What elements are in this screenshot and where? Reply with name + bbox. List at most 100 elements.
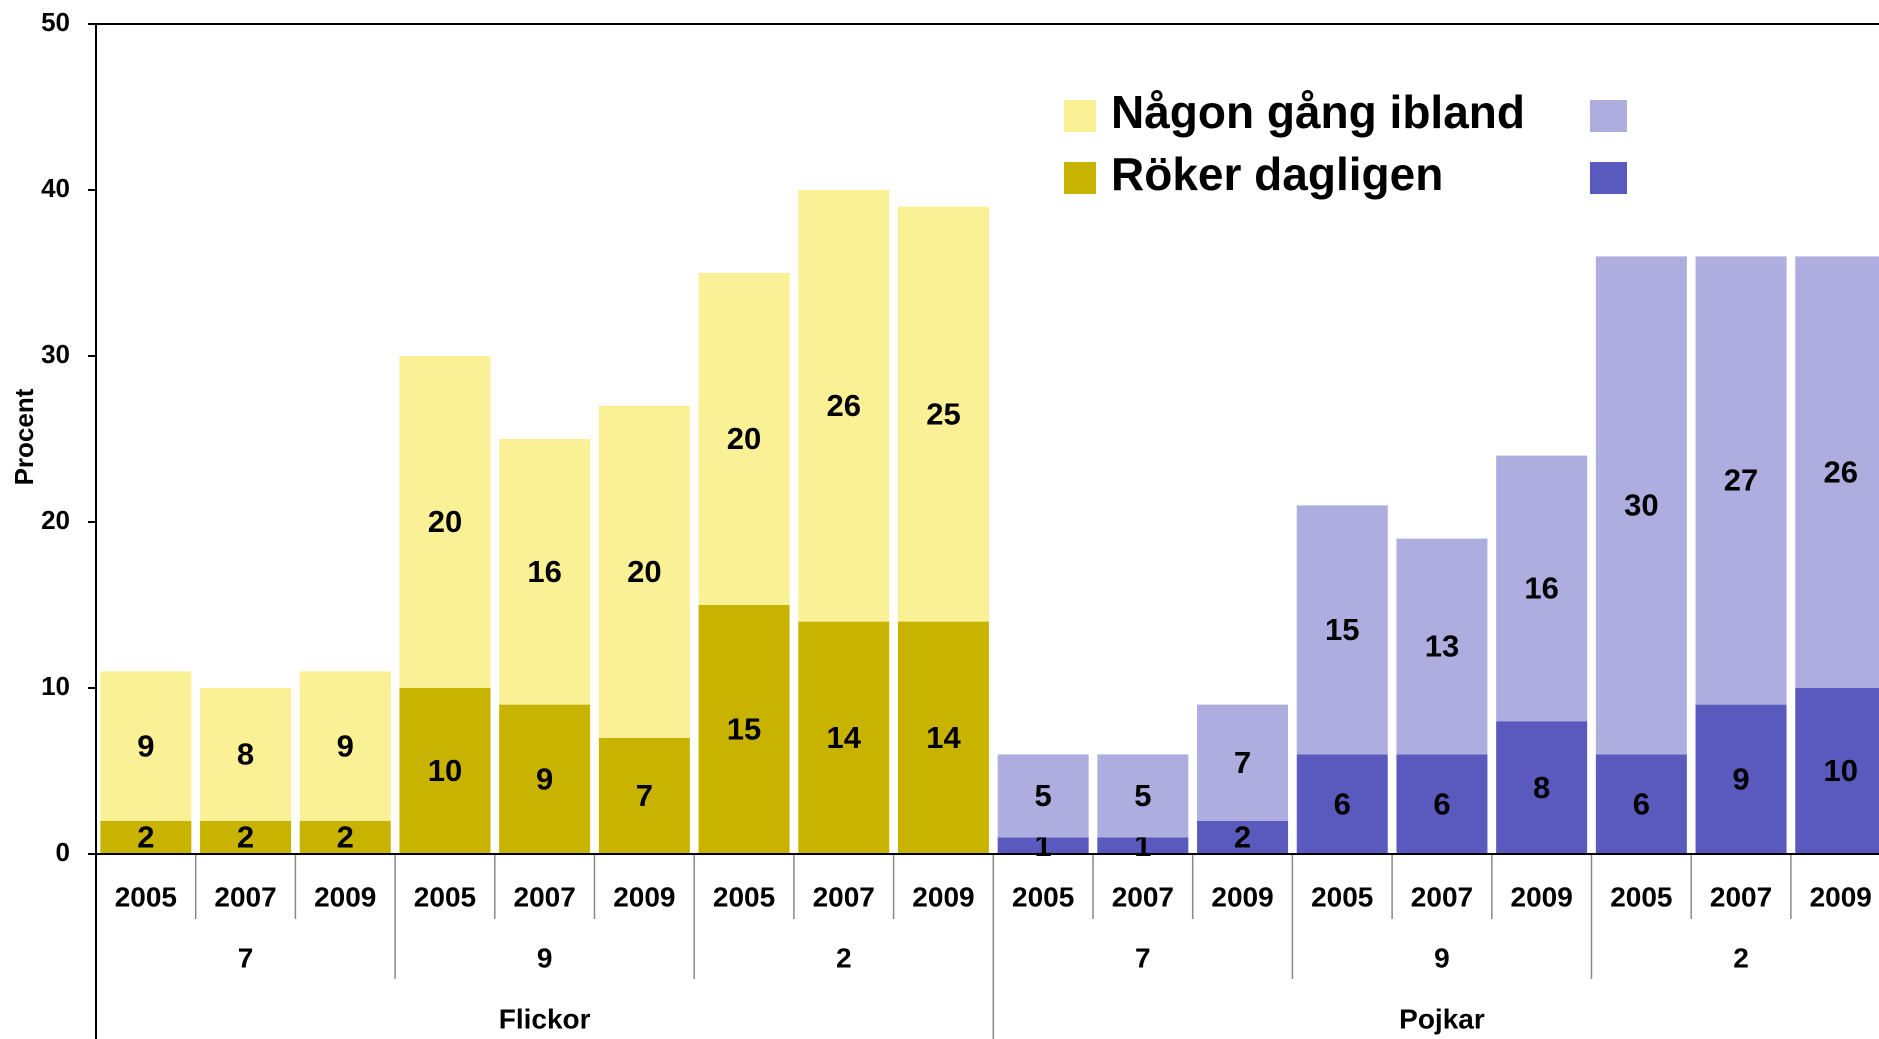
bar-segment xyxy=(1695,704,1787,854)
x-tick-label: 2007 xyxy=(813,881,875,912)
legend-swatch xyxy=(1590,162,1627,194)
bar-segment xyxy=(1396,538,1488,755)
x-tick-label: 2009 xyxy=(1511,881,1573,912)
x-tick-label: 2007 xyxy=(514,881,576,912)
y-tick-label: 50 xyxy=(41,7,70,37)
y-tick-label: 30 xyxy=(41,339,70,369)
subgroup-label: 9 xyxy=(537,942,553,973)
bar-segment xyxy=(1595,256,1687,755)
bar-segment xyxy=(897,206,989,622)
data-label: 7 xyxy=(636,778,653,813)
data-label: 15 xyxy=(727,712,761,747)
legend-label: Någon gång ibland xyxy=(1111,86,1525,138)
data-label: 2 xyxy=(237,820,254,855)
data-label: 15 xyxy=(1325,612,1359,647)
y-tick-label: 20 xyxy=(41,505,70,535)
data-label: 25 xyxy=(926,396,960,431)
bar-segment xyxy=(1595,754,1687,854)
data-label: 14 xyxy=(926,720,961,755)
data-label: 8 xyxy=(237,737,254,772)
subgroup-label: 7 xyxy=(1135,942,1151,973)
legend-swatch xyxy=(1590,100,1627,132)
data-label: 5 xyxy=(1035,778,1052,813)
data-label: 20 xyxy=(428,504,462,539)
x-tick-label: 2007 xyxy=(1710,881,1772,912)
data-label: 9 xyxy=(337,728,354,763)
bar-segment xyxy=(1197,820,1289,854)
x-tick-label: 2009 xyxy=(912,881,974,912)
data-label: 6 xyxy=(1433,786,1450,821)
x-tick-label: 2009 xyxy=(613,881,675,912)
subgroup-label: 2 xyxy=(1733,942,1749,973)
bar-segment xyxy=(299,671,391,821)
data-label: 6 xyxy=(1633,786,1650,821)
data-label: 20 xyxy=(627,554,661,589)
data-label: 5 xyxy=(1134,778,1151,813)
bar-segment xyxy=(200,820,292,854)
subgroup-label: 2 xyxy=(836,942,852,973)
bar-segment xyxy=(897,621,989,854)
data-label: 8 xyxy=(1533,770,1550,805)
bar-segment xyxy=(399,688,491,854)
data-label: 2 xyxy=(1234,820,1251,855)
bar-segment xyxy=(1396,754,1488,854)
bar-segment xyxy=(1097,754,1189,838)
x-tick-label: 2005 xyxy=(115,881,177,912)
data-label: 26 xyxy=(827,388,861,423)
x-tick-label: 2007 xyxy=(1112,881,1174,912)
x-tick-label: 2005 xyxy=(1610,881,1672,912)
x-tick-label: 2005 xyxy=(1012,881,1074,912)
bar-segment xyxy=(698,605,790,854)
data-label: 9 xyxy=(536,761,553,796)
y-tick-label: 0 xyxy=(56,837,70,867)
data-label: 26 xyxy=(1824,454,1858,489)
bar-segment xyxy=(1795,688,1879,854)
subgroup-label: 9 xyxy=(1434,942,1450,973)
x-tick-label: 2009 xyxy=(1810,881,1872,912)
y-tick-label: 10 xyxy=(41,671,70,701)
data-label: 20 xyxy=(727,421,761,456)
bar-segment xyxy=(997,754,1089,838)
bar-segment xyxy=(598,737,690,854)
bar-segment xyxy=(499,704,591,854)
data-label: 6 xyxy=(1334,786,1351,821)
x-tick-label: 2007 xyxy=(214,881,276,912)
data-label: 10 xyxy=(428,753,462,788)
data-label: 13 xyxy=(1425,629,1459,664)
data-label: 9 xyxy=(1732,761,1749,796)
data-label: 14 xyxy=(827,720,862,755)
y-axis-label: Procent xyxy=(9,388,39,485)
bar-segment xyxy=(399,356,491,688)
legend-swatch xyxy=(1064,162,1096,194)
bar-segment xyxy=(1197,704,1289,821)
bar-segment xyxy=(698,273,790,605)
data-label: 30 xyxy=(1624,488,1658,523)
bar-segment xyxy=(798,190,890,622)
bar-segment xyxy=(1296,754,1388,854)
bar-segment xyxy=(1496,455,1588,722)
data-label: 27 xyxy=(1724,463,1758,498)
bar-segment xyxy=(1795,256,1879,688)
x-tick-label: 2007 xyxy=(1411,881,1473,912)
x-tick-label: 2009 xyxy=(314,881,376,912)
x-tick-label: 2005 xyxy=(1311,881,1373,912)
bar-segment xyxy=(299,820,391,854)
data-label: 10 xyxy=(1824,753,1858,788)
bar-segment xyxy=(200,688,292,821)
bar-segment xyxy=(100,820,192,854)
bar-segment xyxy=(798,621,890,854)
x-tick-label: 2005 xyxy=(414,881,476,912)
bar-segment xyxy=(997,837,1089,854)
bar-segment xyxy=(1496,721,1588,854)
group-label: Pojkar xyxy=(1399,1003,1485,1034)
x-tick-label: 2005 xyxy=(713,881,775,912)
data-label: 16 xyxy=(1524,571,1558,606)
data-label: 2 xyxy=(137,820,154,855)
bar-segment xyxy=(1296,505,1388,755)
subgroup-label: 7 xyxy=(238,942,254,973)
data-label: 7 xyxy=(1234,745,1251,780)
data-label: 9 xyxy=(137,728,154,763)
bar-segment xyxy=(100,671,192,821)
legend-swatch xyxy=(1064,100,1096,132)
